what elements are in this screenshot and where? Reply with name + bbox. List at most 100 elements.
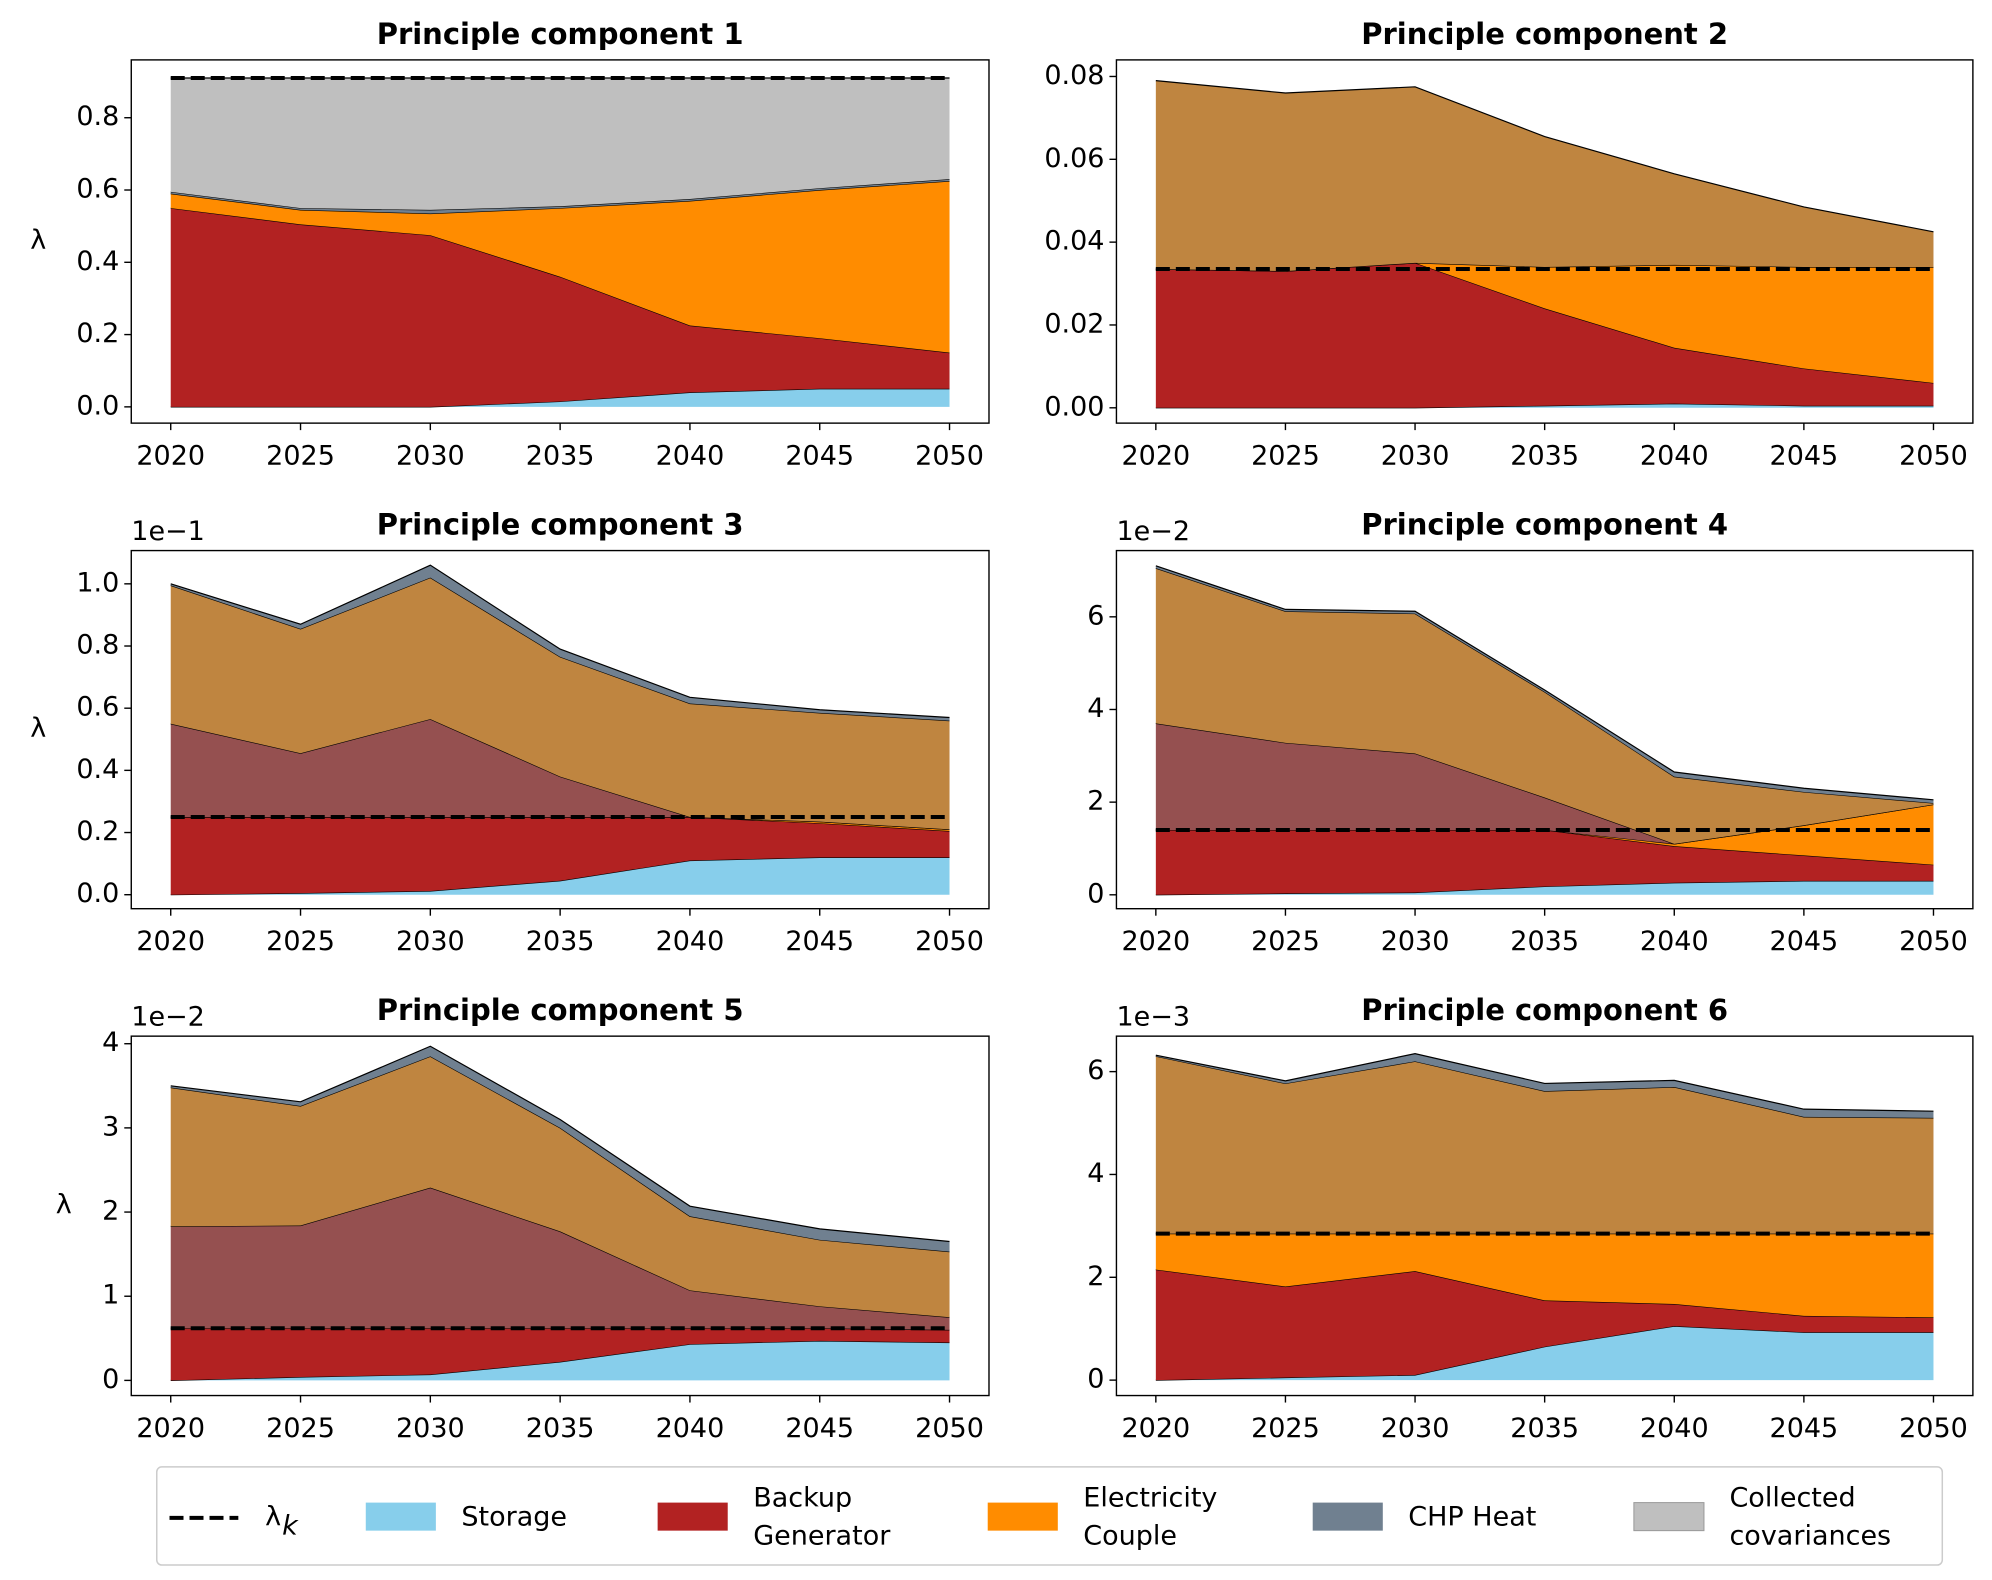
offset-label: 1e−2 bbox=[1116, 516, 1190, 547]
y-axis-label: λ bbox=[30, 713, 46, 744]
y-tick-label: 0.6 bbox=[76, 692, 119, 723]
plot-area bbox=[1155, 565, 1934, 896]
x-tick-label: 2025 bbox=[1251, 1413, 1320, 1444]
y-tick-label: 0.02 bbox=[1044, 308, 1104, 339]
area-edge bbox=[1155, 80, 1934, 233]
y-tick-label: 0.8 bbox=[76, 630, 119, 661]
x-tick-label: 2050 bbox=[1899, 926, 1968, 957]
subplot: 2020 2025 2030 2035 2040 2045 2050 0.00 0.02 0.04… bbox=[1044, 17, 1974, 472]
subplot: 2020 2025 2030 2035 2040 2045 2050 0 1 2 3 4 Princip… bbox=[56, 993, 990, 1444]
x-tick-label: 2020 bbox=[136, 441, 205, 472]
legend: λ k Storage Backup Generator Electricity Coupl… bbox=[156, 1466, 1944, 1566]
subplot-title: Principle component 6 bbox=[1361, 993, 1728, 1027]
x-tick-label: 2030 bbox=[1381, 1413, 1450, 1444]
subplot-title: Principle component 2 bbox=[1361, 17, 1728, 51]
area-layer bbox=[1155, 804, 1934, 865]
y-axis-label: λ bbox=[56, 1189, 72, 1220]
y-tick-label: 3 bbox=[102, 1111, 119, 1142]
x-tick-label: 2020 bbox=[1121, 1413, 1190, 1444]
area-layer bbox=[1155, 262, 1934, 383]
area-layer bbox=[170, 77, 950, 210]
subplot-title: Principle component 4 bbox=[1361, 508, 1728, 542]
y-tick-label: 0.08 bbox=[1044, 60, 1104, 91]
y-tick-label: 4 bbox=[1087, 1158, 1104, 1189]
y-tick-label: 6 bbox=[1087, 600, 1104, 631]
legend-label: Couple bbox=[1083, 1521, 1177, 1552]
y-tick-label: 4 bbox=[1087, 693, 1104, 724]
x-tick-label: 2040 bbox=[656, 1413, 725, 1444]
axes-frame bbox=[130, 549, 990, 910]
x-tick-label: 2025 bbox=[1251, 926, 1320, 957]
x-tick-label: 2045 bbox=[785, 1413, 854, 1444]
area-layer bbox=[170, 180, 950, 353]
plot-area bbox=[1155, 80, 1934, 409]
legend-label: Collected bbox=[1729, 1482, 1855, 1513]
x-tick-label: 2050 bbox=[915, 926, 984, 957]
x-tick-label: 2040 bbox=[656, 926, 725, 957]
x-tick-label: 2020 bbox=[136, 926, 205, 957]
x-tick-label: 2030 bbox=[396, 441, 465, 472]
legend-patch bbox=[365, 1502, 436, 1531]
area-layer bbox=[1155, 1326, 1934, 1381]
offset-label: 1e−3 bbox=[1116, 1002, 1190, 1033]
y-tick-label: 0.6 bbox=[76, 174, 119, 205]
area-layer bbox=[170, 857, 950, 895]
subplot: 2020 2025 2030 2035 2040 2045 2050 0.0 0.2 0.4 0.6… bbox=[30, 17, 990, 472]
x-tick-label: 2035 bbox=[1510, 1413, 1579, 1444]
legend-label: λ bbox=[265, 1501, 281, 1532]
y-axis-label: λ bbox=[30, 225, 46, 256]
x-tick-label: 2035 bbox=[526, 441, 595, 472]
x-tick-label: 2035 bbox=[1510, 441, 1579, 472]
y-tick-label: 0 bbox=[1087, 1364, 1104, 1395]
x-tick-label: 2025 bbox=[1251, 441, 1320, 472]
x-tick-label: 2050 bbox=[915, 441, 984, 472]
y-tick-label: 0 bbox=[102, 1364, 119, 1395]
area-layer bbox=[170, 719, 950, 830]
y-tick-label: 2 bbox=[1087, 1261, 1104, 1292]
y-tick-label: 0.00 bbox=[1044, 391, 1104, 422]
area-layer bbox=[1155, 262, 1934, 408]
area-layer bbox=[1155, 1056, 1934, 1234]
area-layer bbox=[1155, 1233, 1934, 1318]
x-tick-label: 2030 bbox=[1381, 441, 1450, 472]
legend-patch bbox=[657, 1502, 728, 1531]
x-tick-label: 2050 bbox=[1899, 1413, 1968, 1444]
y-tick-label: 4 bbox=[102, 1027, 119, 1058]
area-layer bbox=[1155, 829, 1934, 895]
y-tick-label: 0.04 bbox=[1044, 226, 1104, 257]
x-tick-label: 2040 bbox=[1640, 1413, 1709, 1444]
area-layer bbox=[1155, 1269, 1934, 1381]
y-tick-label: 1.0 bbox=[76, 567, 119, 598]
plot-area bbox=[170, 1045, 950, 1381]
area-edge bbox=[1155, 1053, 1934, 1112]
legend-label: covariances bbox=[1729, 1521, 1891, 1552]
y-tick-label: 0.2 bbox=[76, 816, 119, 847]
x-tick-label: 2045 bbox=[785, 926, 854, 957]
x-tick-label: 2025 bbox=[266, 441, 335, 472]
x-tick-label: 2050 bbox=[1899, 441, 1968, 472]
area-layer bbox=[170, 388, 950, 407]
legend-label: CHP Heat bbox=[1408, 1501, 1536, 1532]
plot-area bbox=[170, 564, 950, 896]
legend-label: Generator bbox=[753, 1521, 891, 1552]
legend-patch bbox=[987, 1502, 1058, 1531]
y-tick-label: 0.0 bbox=[76, 390, 119, 421]
subplot-title: Principle component 5 bbox=[377, 993, 744, 1027]
y-tick-label: 2 bbox=[1087, 786, 1104, 817]
legend-patch bbox=[1633, 1502, 1705, 1532]
area-layer bbox=[1155, 880, 1934, 895]
x-tick-label: 2030 bbox=[396, 1413, 465, 1444]
x-tick-label: 2040 bbox=[1640, 441, 1709, 472]
area-layer bbox=[170, 208, 950, 407]
area-edge bbox=[170, 1045, 950, 1243]
legend-label: Electricity bbox=[1083, 1482, 1217, 1513]
y-tick-label: 0 bbox=[1087, 878, 1104, 909]
y-tick-label: 0.8 bbox=[76, 101, 119, 132]
y-tick-label: 6 bbox=[1087, 1055, 1104, 1086]
area-edge bbox=[1155, 565, 1934, 801]
y-tick-label: 0.2 bbox=[76, 318, 119, 349]
legend-label: Storage bbox=[461, 1501, 567, 1532]
plot-area bbox=[170, 75, 950, 408]
offset-label: 1e−2 bbox=[131, 1002, 205, 1033]
